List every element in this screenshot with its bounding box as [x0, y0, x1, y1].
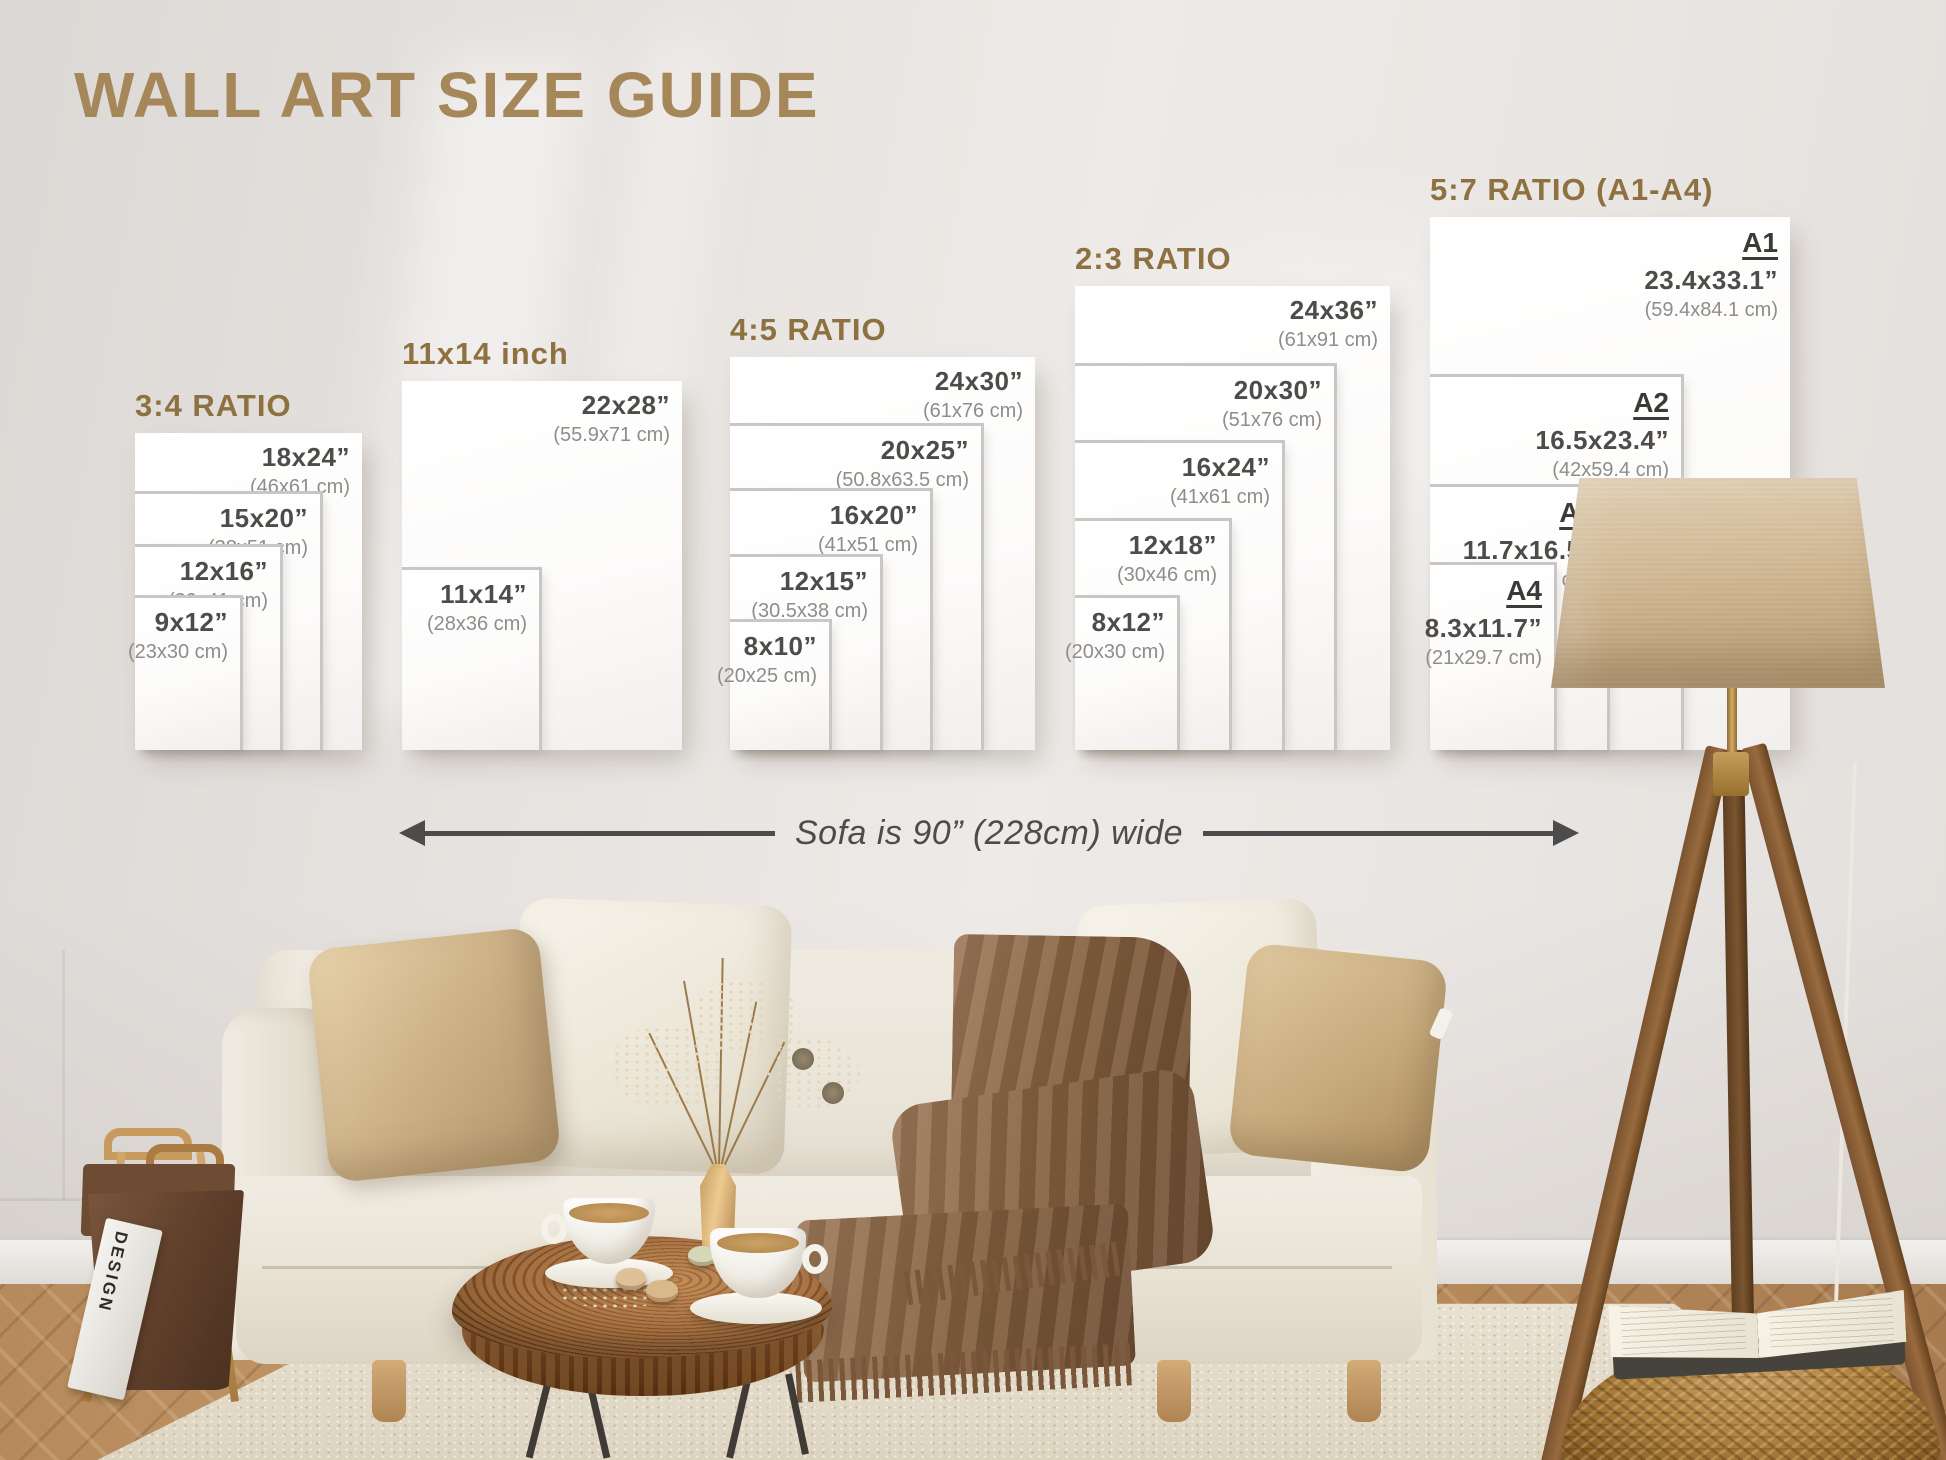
magazine-rack: DESIGN [48, 1128, 266, 1410]
frame-size-label: 24x36” (61x91 cm) [1277, 295, 1378, 351]
cup-handle [541, 1214, 567, 1244]
seed-pod [822, 1082, 844, 1104]
frame-9x12: 9x12” (23x30 cm) [128, 595, 243, 750]
seed-pod [792, 1048, 814, 1070]
frame-size-label: 22x28” (55.9x71 cm) [553, 390, 670, 446]
frame-size-label: 16x20” (41x51 cm) [817, 500, 918, 556]
group-label: 3:4 RATIO [135, 388, 292, 423]
frame-size-label: A1 23.4x33.1” (59.4x84.1 cm) [1644, 227, 1778, 321]
frame-size-label: 16x24” (41x61 cm) [1169, 452, 1270, 508]
frame-size-label: 8x12” (20x30 cm) [1064, 607, 1165, 663]
macaron [688, 1246, 716, 1266]
wall-panel-line [62, 950, 65, 1200]
arrow-right-icon [1203, 830, 1556, 836]
lamp-joint [1713, 752, 1749, 796]
size-group-11x14: 11x14 inch 22x28” (55.9x71 cm) 11x14” (2… [402, 336, 682, 750]
sofa-leg [1347, 1360, 1381, 1422]
frame-11x14: 11x14” (28x36 cm) [402, 567, 542, 750]
frame-a4: A4 8.3x11.7” (21x29.7 cm) [1425, 562, 1557, 750]
frame-size-label: A2 16.5x23.4” (42x59.4 cm) [1535, 387, 1669, 481]
tan-velvet-pillow [1227, 942, 1449, 1174]
lamp-shade [1551, 478, 1885, 688]
group-label: 2:3 RATIO [1075, 241, 1232, 276]
frame-size-label: 11x14” (28x36 cm) [426, 579, 527, 635]
cup-handle [802, 1244, 828, 1274]
frame-size-label: 12x15” (30.5x38 cm) [751, 566, 868, 622]
sofa-width-annotation: Sofa is 90” (228cm) wide [423, 808, 1556, 858]
tan-velvet-pillow [306, 926, 562, 1184]
size-group-2-3: 2:3 RATIO 24x36” (61x91 cm) 20x30” (51x7… [1065, 241, 1390, 750]
frame-size-label: A4 8.3x11.7” (21x29.7 cm) [1424, 575, 1542, 669]
arrow-left-icon [423, 830, 775, 836]
lamp-stem [1727, 682, 1737, 758]
group-label: 4:5 RATIO [730, 312, 887, 347]
sofa-leg [372, 1360, 406, 1422]
frame-8x10: 8x10” (20x25 cm) [717, 619, 832, 750]
frame-size-label: 20x25” (50.8x63.5 cm) [835, 435, 969, 491]
macaron [616, 1268, 646, 1290]
open-book [1603, 1272, 1914, 1400]
group-label: 5:7 RATIO (A1-A4) [1430, 172, 1714, 207]
frame-size-label: 8x10” (20x25 cm) [716, 631, 817, 687]
gypsophila-sprig [764, 1038, 860, 1108]
size-group-4-5: 4:5 RATIO 24x30” (61x76 cm) 20x25” (50.8… [717, 312, 1035, 750]
frame-size-label: 12x18” (30x46 cm) [1116, 530, 1217, 586]
frame-size-label: 20x30” (51x76 cm) [1221, 375, 1322, 431]
macaron [646, 1280, 678, 1302]
frame-size-label: 24x30” (61x76 cm) [922, 366, 1023, 422]
frame-size-label: 9x12” (23x30 cm) [127, 607, 228, 663]
group-label: 11x14 inch [402, 336, 569, 371]
page-title: WALL ART SIZE GUIDE [74, 59, 820, 131]
frame-8x12: 8x12” (20x30 cm) [1065, 595, 1180, 750]
book-page [1608, 1286, 1760, 1366]
size-group-3-4: 3:4 RATIO 18x24” (46x61 cm) 15x20” (38x5… [128, 388, 362, 750]
sofa-width-text: Sofa is 90” (228cm) wide [794, 813, 1184, 852]
sofa-leg [1157, 1360, 1191, 1422]
